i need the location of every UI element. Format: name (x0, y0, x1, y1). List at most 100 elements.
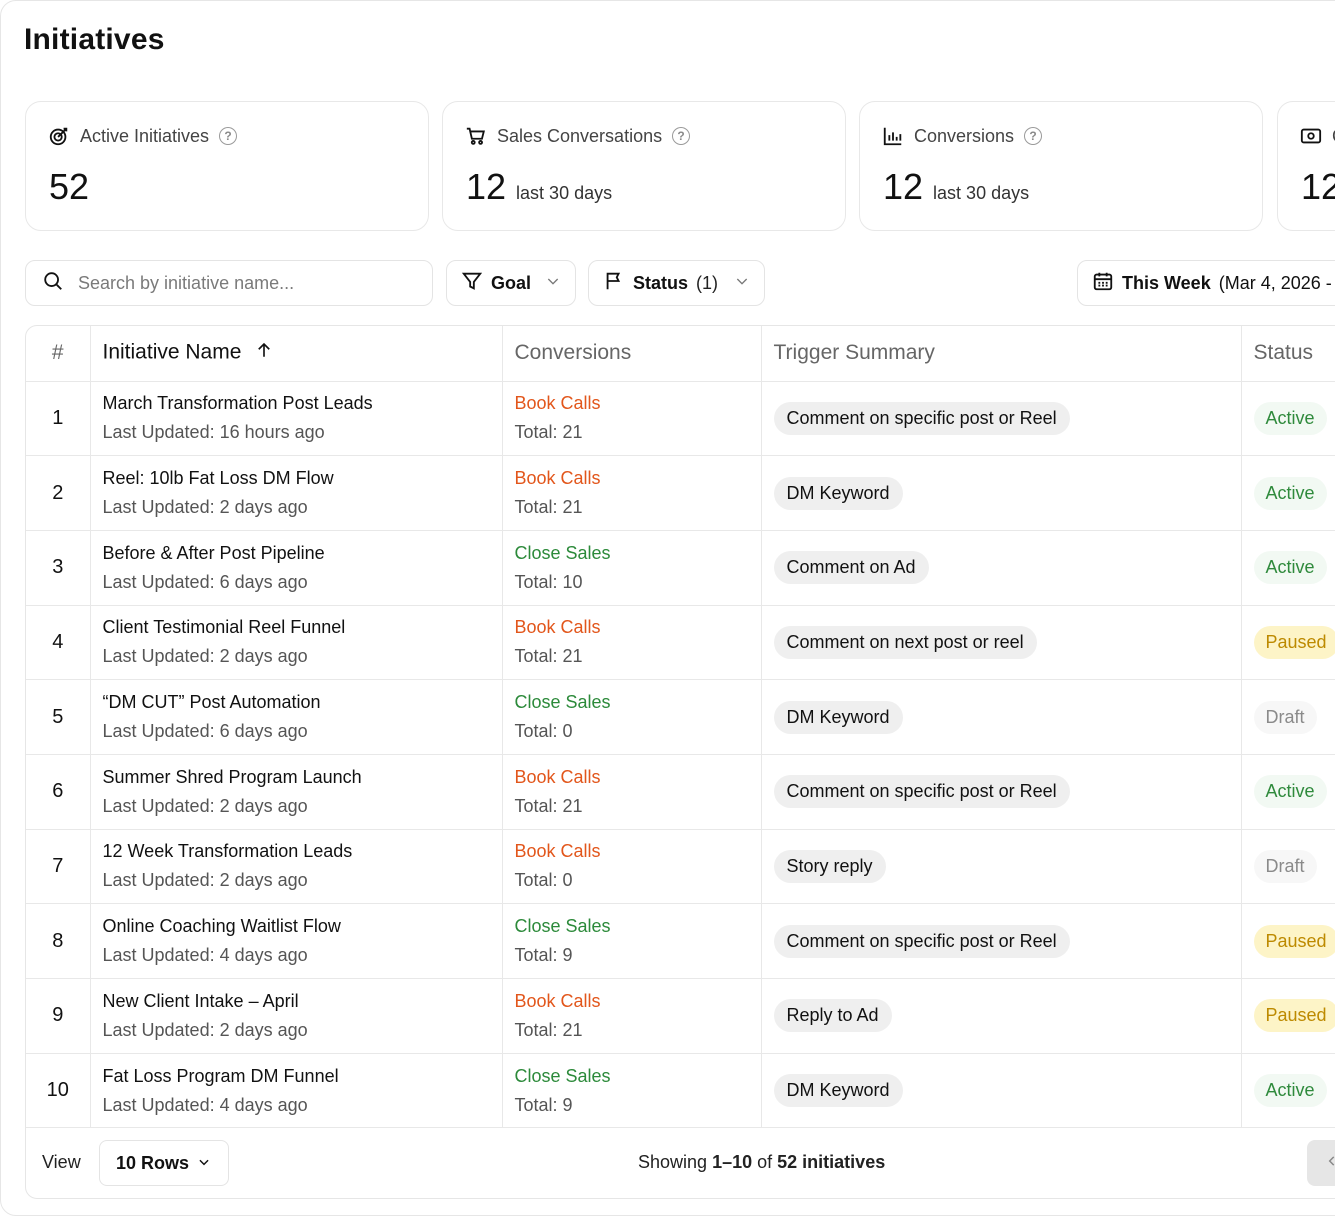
showing-prefix: Showing (638, 1152, 708, 1172)
search-input[interactable] (76, 271, 400, 295)
trigger-cell: Comment on specific post or Reel (761, 754, 1242, 830)
column-header-status[interactable]: Status (1241, 326, 1335, 382)
chevron-down-icon (734, 273, 750, 294)
initiative-name[interactable]: New Client Intake – April (102, 990, 299, 1011)
trigger-tag: DM Keyword (773, 700, 903, 734)
view-label: View (42, 1152, 81, 1172)
calendar-icon (1092, 270, 1114, 297)
help-icon[interactable]: ? (672, 127, 691, 145)
initiative-cell[interactable]: “DM CUT” Post Automation Last Updated: 6 … (90, 679, 503, 755)
row-number: 7 (26, 829, 91, 905)
table-row[interactable]: 7 12 Week Transformation Leads Last Update… (26, 829, 1335, 905)
date-range-value: (Mar 4, 2026 - (1218, 272, 1332, 293)
initiative-cell[interactable]: 12 Week Transformation Leads Last Updated… (90, 829, 503, 905)
status-filter-button[interactable]: Status (1) (588, 260, 765, 306)
showing-range: 1–10 (712, 1152, 753, 1172)
column-header-trigger[interactable]: Trigger Summary (761, 326, 1242, 382)
help-icon[interactable]: ? (219, 127, 238, 145)
table-footer: View 10 Rows Showing 1–10 of 52 initiati… (26, 1126, 1335, 1198)
conversions-cell: Book Calls Total: 21 (502, 455, 762, 531)
initiative-name[interactable]: Fat Loss Program DM Funnel (102, 1065, 339, 1086)
trigger-tag: Comment on Ad (773, 551, 929, 585)
status-cell: Paused (1241, 903, 1335, 979)
table-row[interactable]: 2 Reel: 10lb Fat Loss DM Flow Last Updated… (26, 455, 1335, 531)
conversion-goal: Book Calls (514, 617, 601, 638)
search-box[interactable] (25, 260, 433, 306)
trigger-cell: DM Keyword (761, 1053, 1242, 1129)
initiative-cell[interactable]: New Client Intake – April Last Updated: 2… (90, 978, 503, 1054)
initiative-cell[interactable]: Before & After Post Pipeline Last Updated… (90, 530, 503, 606)
column-header-number: # (26, 326, 91, 382)
pagination-summary: Showing 1–10 of 52 initiatives (638, 1152, 885, 1173)
table-header-row: # Initiative Name Conversions Trigger Su… (26, 326, 1335, 382)
row-number: 3 (26, 530, 91, 606)
initiative-name[interactable]: Client Testimonial Reel Funnel (102, 617, 346, 638)
table-row[interactable]: 5 “DM CUT” Post Automation Last Updated: 6… (26, 679, 1335, 755)
trigger-tag: DM Keyword (773, 476, 903, 510)
date-range-label: This Week (1122, 272, 1211, 293)
table-row[interactable]: 8 Online Coaching Waitlist Flow Last Updat… (26, 903, 1335, 979)
status-cell: Active (1241, 381, 1335, 457)
initiative-name[interactable]: Reel: 10lb Fat Loss DM Flow (102, 468, 334, 489)
stat-card-conversions: Conversions ? 12 last 30 days (859, 101, 1263, 231)
conversion-total: Total: 21 (514, 795, 583, 816)
status-badge: Paused (1253, 999, 1335, 1033)
conversions-cell: Book Calls Total: 21 (502, 605, 762, 681)
conversion-total: Total: 9 (514, 1094, 573, 1115)
conversion-total: Total: 0 (514, 721, 573, 742)
stat-label: Sales Conversations (497, 125, 663, 146)
search-icon (26, 270, 64, 297)
conversions-cell: Book Calls Total: 21 (502, 754, 762, 830)
conversion-total: Total: 9 (514, 945, 573, 966)
status-cell: Draft (1241, 679, 1335, 755)
table-row[interactable]: 3 Before & After Post Pipeline Last Update… (26, 530, 1335, 606)
stat-value: 52 (49, 166, 90, 207)
initiative-cell[interactable]: Fat Loss Program DM Funnel Last Updated: … (90, 1053, 503, 1129)
column-header-name[interactable]: Initiative Name (90, 326, 503, 382)
initiative-cell[interactable]: Client Testimonial Reel Funnel Last Updat… (90, 605, 503, 681)
table-row[interactable]: 9 New Client Intake – April Last Updated: … (26, 978, 1335, 1054)
row-number: 6 (26, 754, 91, 830)
goal-filter-button[interactable]: Goal (446, 260, 576, 306)
status-badge: Active (1253, 401, 1327, 435)
help-icon[interactable]: ? (1024, 127, 1043, 145)
rows-per-page-select[interactable]: 10 Rows (99, 1140, 229, 1186)
trigger-tag: Comment on specific post or Reel (773, 401, 1070, 435)
status-badge: Active (1253, 775, 1327, 809)
row-number: 1 (26, 381, 91, 457)
date-range-button[interactable]: This Week (Mar 4, 2026 - (1077, 260, 1335, 306)
row-number: 5 (26, 679, 91, 755)
initiatives-table: # Initiative Name Conversions Trigger Su… (25, 325, 1335, 1199)
initiative-name[interactable]: “DM CUT” Post Automation (102, 692, 321, 713)
last-updated: Last Updated: 2 days ago (102, 497, 308, 518)
status-cell: Paused (1241, 978, 1335, 1054)
status-badge: Active (1253, 1074, 1327, 1108)
table-row[interactable]: 1 March Transformation Post Leads Last Upd… (26, 381, 1335, 457)
money-icon (1300, 125, 1322, 147)
column-header-conversions[interactable]: Conversions (502, 326, 762, 382)
initiative-name[interactable]: Online Coaching Waitlist Flow (102, 916, 341, 937)
last-updated: Last Updated: 2 days ago (102, 646, 308, 667)
initiative-cell[interactable]: March Transformation Post Leads Last Upda… (90, 381, 503, 457)
initiative-name[interactable]: March Transformation Post Leads (102, 393, 373, 414)
initiative-cell[interactable]: Summer Shred Program Launch Last Updated:… (90, 754, 503, 830)
row-number: 8 (26, 903, 91, 979)
chevron-left-icon (1325, 1154, 1335, 1173)
conversion-goal: Book Calls (514, 766, 601, 787)
initiative-cell[interactable]: Reel: 10lb Fat Loss DM Flow Last Updated:… (90, 455, 503, 531)
table-row[interactable]: 6 Summer Shred Program Launch Last Updated… (26, 754, 1335, 830)
sort-arrow-up-icon[interactable] (255, 340, 273, 366)
initiative-name[interactable]: 12 Week Transformation Leads (102, 841, 353, 862)
last-updated: Last Updated: 2 days ago (102, 870, 308, 891)
conversion-goal: Book Calls (514, 393, 601, 414)
initiative-name[interactable]: Summer Shred Program Launch (102, 766, 362, 787)
filter-icon (461, 270, 483, 297)
conversions-cell: Close Sales Total: 9 (502, 1053, 762, 1129)
initiative-name[interactable]: Before & After Post Pipeline (102, 542, 325, 563)
previous-page-button[interactable] (1307, 1140, 1335, 1186)
table-row[interactable]: 4 Client Testimonial Reel Funnel Last Upda… (26, 605, 1335, 681)
initiative-cell[interactable]: Online Coaching Waitlist Flow Last Update… (90, 903, 503, 979)
table-row[interactable]: 10 Fat Loss Program DM Funnel Last Updated… (26, 1053, 1335, 1129)
stat-label: Conversions (914, 125, 1015, 146)
